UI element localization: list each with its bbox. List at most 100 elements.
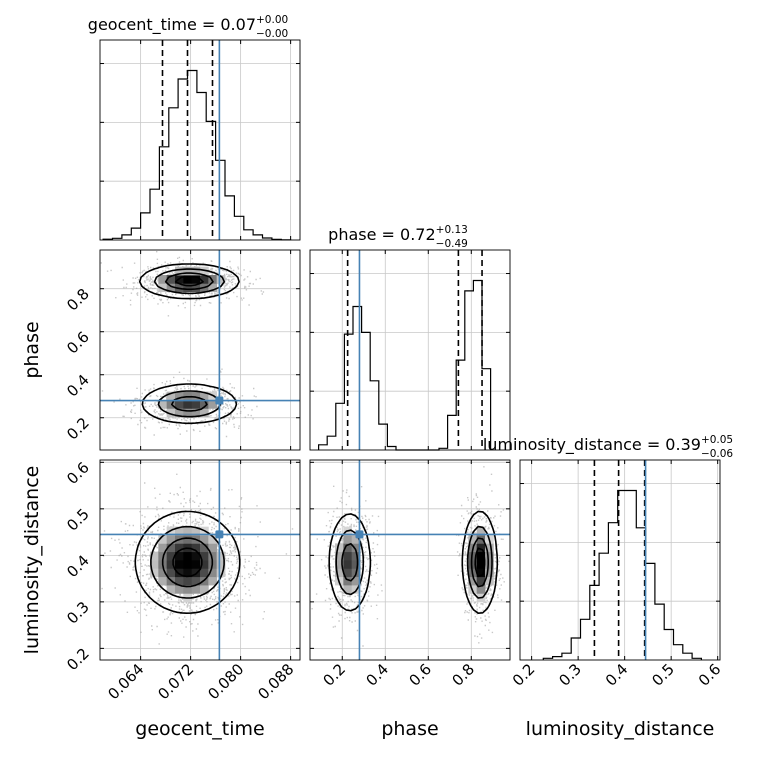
panel-content [310,460,510,660]
density-contour [161,537,214,588]
density-cell [200,408,209,418]
panel-frame [99,39,301,241]
density-cell [343,535,353,544]
tick-label-y: 0.4 [63,551,93,581]
density-cell [191,266,201,276]
truth-marker [215,396,224,405]
density-cell [191,283,201,293]
density-cell [191,526,201,536]
density-cell [158,543,168,553]
density-cell [191,543,201,553]
tick-label-y: 0.3 [63,598,93,628]
density-cell [175,526,184,536]
density-cell [175,400,184,409]
density-cell [200,560,209,569]
density-cell [191,585,201,594]
density-panel-geocent_time-vs-luminosity_distance [99,459,301,661]
density-cell [485,543,494,553]
density-cell [166,275,176,284]
density-cell [175,551,184,561]
density-cell [175,408,184,418]
density-cell [485,576,494,586]
tick-label-y: 0.4 [63,371,93,401]
axis-label-x: phase [381,718,438,740]
density-cell [343,551,353,561]
density-cell [200,551,209,561]
density-cell [208,576,218,586]
density-cell [150,560,159,569]
density-cell [166,283,176,293]
density-cell [191,551,201,561]
sample-points [101,473,294,645]
title-upper-error: +0.00 [256,14,288,26]
density-cell [183,408,193,418]
density-contour [474,547,486,578]
density-cell [208,283,218,293]
density-cell [158,568,168,578]
title-value: geocent_time = 0.07 [88,15,256,35]
density-cell [175,543,184,553]
density-cell [166,568,176,578]
panel-frame [519,459,721,661]
density-contour [174,275,204,287]
density-cell [191,400,201,409]
tick-label-x: 0.6 [695,660,725,690]
density-contour [172,547,203,578]
tick-label-x: 0.8 [449,660,479,690]
density-cell [468,576,478,586]
panel-frame [309,249,511,451]
sample-points [100,251,265,438]
panel-title: phase = 0.72+0.13 [328,224,468,244]
density-cell [343,560,353,569]
density-cell [183,568,193,578]
density-cell [468,560,478,569]
density-cell [351,551,361,561]
density-cell [476,560,486,569]
density-cell [183,560,193,569]
density-cell [208,543,218,553]
density-cell [351,576,361,586]
histogram-panel-geocent_time: geocent_time = 0.07+0.00−0.00 [88,14,301,241]
panel-frame [99,249,301,451]
tick-label-x: 0.080 [204,660,247,703]
histogram-step [542,489,702,660]
density-cell [200,535,209,544]
density-cell [166,585,176,594]
density-cell [208,275,218,284]
panel-title: geocent_time = 0.07+0.00 [88,14,288,35]
density-cell [476,551,486,561]
density-cell [175,585,184,594]
density-cell [158,576,168,586]
density-cell [166,560,176,569]
density-cell [175,266,184,276]
density-cell [191,568,201,578]
panel-title: luminosity_distance = 0.39+0.05 [483,434,733,455]
density-cell [351,535,361,544]
tick-label-x: 0.6 [406,660,436,690]
density-cell [191,275,201,284]
density-contour [164,272,214,412]
tick-label-x: 0.3 [555,660,585,690]
density-cell [158,275,168,284]
tick-label-y: 0.8 [63,285,93,315]
density-cell [468,535,478,544]
density-cell [208,400,218,409]
density-cell [166,535,176,544]
histogram-step [318,279,492,451]
density-contour [341,537,489,588]
tick-label-y: 0.6 [63,458,93,488]
density-cell [175,560,184,569]
density-cell [208,568,218,578]
truth-marker [355,530,364,539]
density-cell [191,408,201,418]
density-cell [175,391,184,401]
title-value: phase = 0.72 [328,225,435,244]
tick-label-x: 0.2 [509,660,539,690]
density-cell [476,576,486,586]
density-contour [138,263,240,425]
title-lower-error: −0.06 [701,448,733,460]
truth-marker [215,530,224,539]
axis-label-y: luminosity_distance [21,466,43,655]
tick-label-x: 0.4 [362,660,392,690]
